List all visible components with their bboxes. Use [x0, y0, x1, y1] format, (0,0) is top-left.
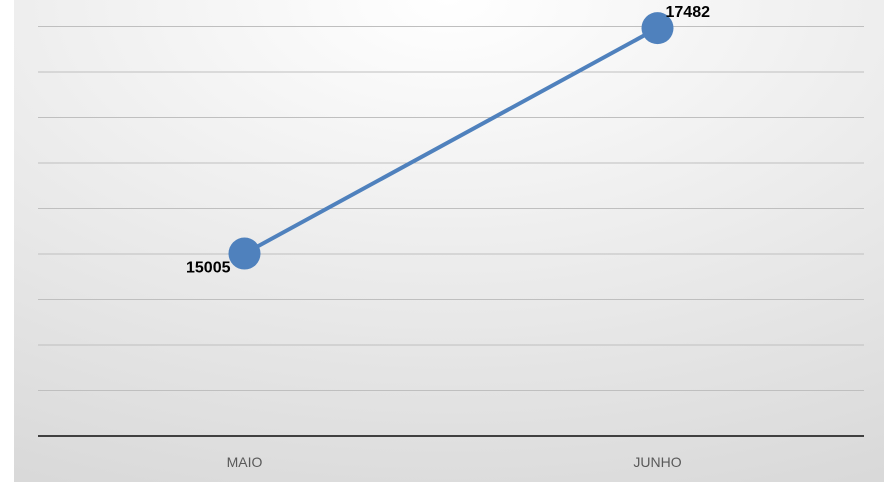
labels-layer: MAIO JUNHO 15005 17482	[186, 4, 710, 470]
gridlines	[38, 26, 864, 391]
chart-background	[14, 0, 884, 482]
data-label: 15005	[186, 260, 231, 277]
series-layer	[228, 12, 674, 270]
data-point-marker	[641, 12, 674, 45]
data-label: 17482	[666, 4, 711, 21]
x-tick-label: JUNHO	[633, 454, 681, 470]
series-line	[242, 26, 660, 256]
x-tick-label: MAIO	[227, 454, 263, 470]
data-point-marker	[228, 237, 261, 270]
